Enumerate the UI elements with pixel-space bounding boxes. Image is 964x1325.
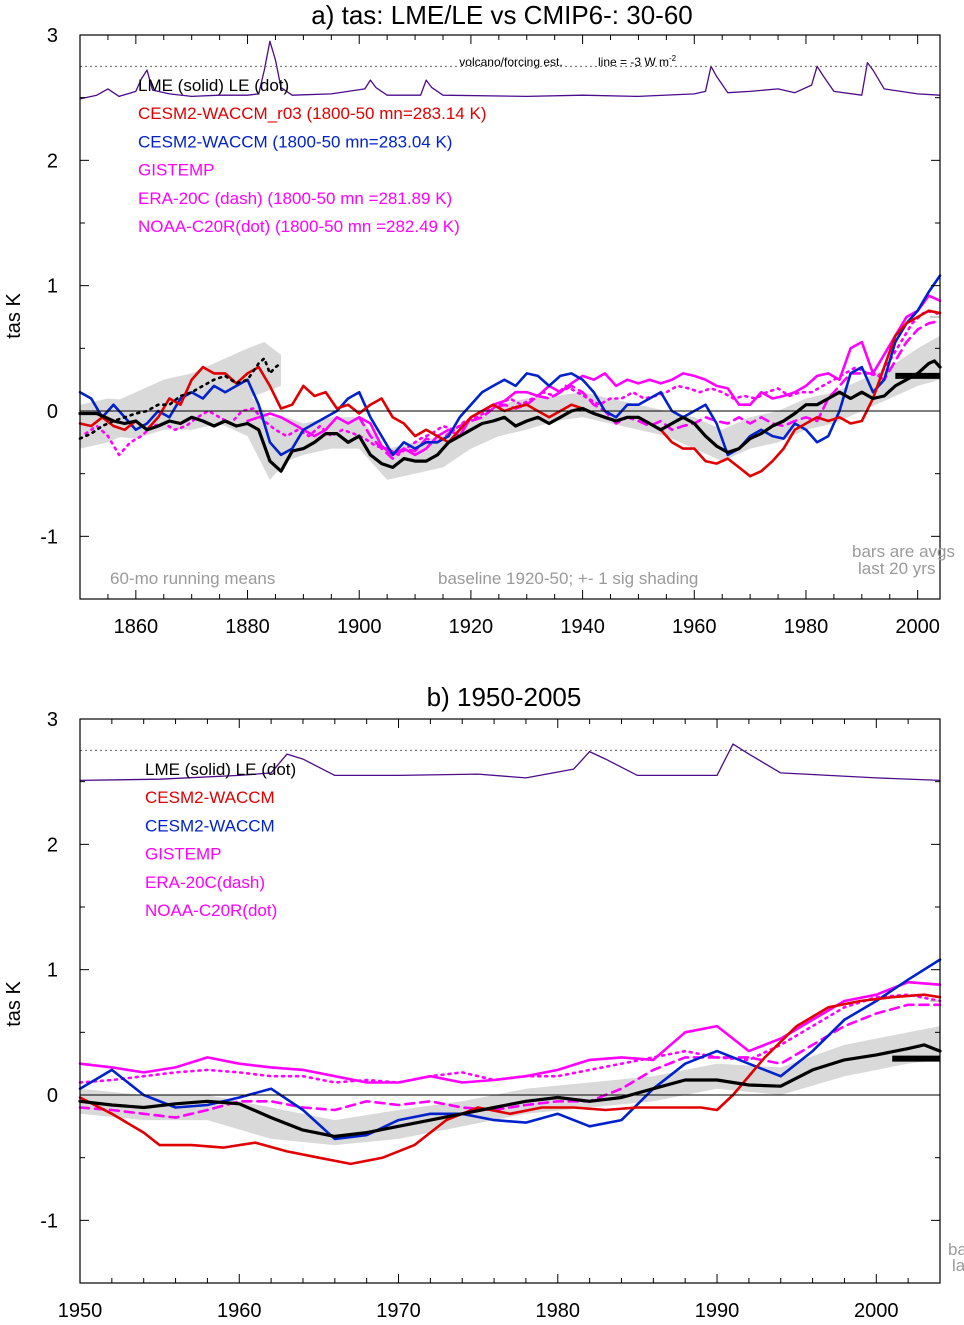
panel-b-axes: 1950 1960 1970 1980 1990 2000 -1 0 1 2 3 (40, 709, 941, 1322)
panel-a-axes: 1860 1880 1900 1920 1940 1960 1980 2000 -1 0 1 2 3 (40, 25, 941, 638)
b-xtick-label: 1970 (376, 1300, 421, 1322)
a-xtick-label: 1920 (449, 616, 494, 638)
panel-a-note-running-means: 60-mo running means (110, 569, 275, 588)
a-ytick-label: 1 (47, 276, 58, 298)
b-legend-entry: CESM2-WACCM (145, 788, 275, 807)
panel-a-forcing-line-label: line = -3 W m-2 (598, 54, 677, 69)
panel-a-title: a) tas: LME/LE vs CMIP6-: 30-60 (311, 0, 692, 30)
a-xtick-label: 1940 (560, 616, 605, 638)
a-lme-series (78, 359, 942, 473)
a-xtick-label: 1860 (114, 616, 159, 638)
b-ytick-label: -1 (40, 1210, 58, 1232)
b-xtick-label: 1990 (695, 1300, 740, 1322)
b-ytick-label: 1 (47, 960, 58, 982)
b-ytick-label: 2 (47, 834, 58, 856)
b-legend-entry: GISTEMP (145, 845, 222, 864)
panel-b-lines (78, 743, 942, 1166)
b-legend-entry: ERA-20C(dash) (145, 873, 265, 892)
a-legend-entry: ERA-20C (dash) (1800-50 mn =281.89 K) (138, 189, 452, 208)
a-ytick-label: -1 (40, 526, 58, 548)
a-legend-entry: NOAA-C20R(dot) (1800-50 mn =282.49 K) (138, 217, 460, 236)
a-cesm2-waccm-r03-series (78, 309, 942, 478)
a-volcano-series (79, 40, 941, 100)
a-plot-frame (79, 34, 941, 600)
b-xtick-label: 1950 (58, 1300, 103, 1322)
a-xtick-label: 1900 (337, 616, 382, 638)
a-ytick-label: 0 (47, 401, 58, 423)
a-legend-entry: CESM2-WACCM_r03 (1800-50 mn=283.14 K) (138, 104, 486, 123)
a-legend-entry: LME (solid) LE (dot) (138, 76, 289, 95)
panel-b-title: b) 1950-2005 (427, 682, 582, 712)
a-era20c-series (357, 319, 942, 460)
a-ytick-label: 2 (47, 150, 58, 172)
panel-a-note-bars-2: last 20 yrs (858, 559, 935, 578)
b-era20c-series (78, 1003, 942, 1119)
a-xtick-label: 1960 (672, 616, 717, 638)
panel-b: b) 1950-2005 tas K 1950 1960 1970 1980 1990 2… (3, 682, 964, 1322)
a-xtick-label: 2000 (895, 616, 940, 638)
a-ytick-label: 3 (47, 25, 58, 47)
a-cesm2-waccm-series (78, 274, 942, 457)
b-legend-entry: CESM2-WACCM (145, 816, 275, 835)
panel-a-lines (78, 40, 942, 478)
a-gistemp-series (246, 294, 942, 457)
b-xtick-label: 1960 (217, 1300, 262, 1322)
a-le-series (78, 357, 283, 440)
b-cesm2-waccm-r03-series (78, 993, 942, 1166)
panel-a-volcano-label: volcano/forcing est. (459, 55, 562, 69)
panel-b-note-bars-2: la (952, 1256, 964, 1275)
panel-a: a) tas: LME/LE vs CMIP6-: 30-60 tas K 18… (3, 0, 955, 638)
b-plot-frame (79, 718, 941, 1284)
a-legend-entry: CESM2-WACCM (1800-50 mn=283.04 K) (138, 132, 452, 151)
panel-b-note-bars-1: ba (948, 1240, 964, 1259)
b-lme-series (78, 1043, 942, 1138)
a-legend-entry: GISTEMP (138, 161, 215, 180)
a-xtick-label: 1880 (225, 616, 270, 638)
b-lme-shading (80, 1026, 940, 1146)
b-gistemp-series (78, 980, 942, 1084)
panel-b-legend: LME (solid) LE (dot) CESM2-WACCM CESM2-WAC… (145, 760, 296, 920)
b-legend-entry: LME (solid) LE (dot) (145, 760, 296, 779)
b-legend-entry: NOAA-C20R(dot) (145, 901, 277, 920)
b-xtick-label: 1980 (536, 1300, 581, 1322)
panel-a-legend: LME (solid) LE (dot) CESM2-WACCM_r03 (180… (138, 76, 486, 236)
b-ytick-label: 3 (47, 709, 58, 731)
panel-b-ylabel: tas K (3, 981, 25, 1027)
panel-b-shading (80, 1026, 940, 1146)
b-xtick-label: 2000 (854, 1300, 899, 1322)
panel-a-note-baseline: baseline 1920-50; +- 1 sig shading (438, 569, 698, 588)
panel-a-ylabel: tas K (3, 293, 25, 339)
panel-a-note-bars-1: bars are avgs (852, 542, 955, 561)
a-xtick-label: 1980 (784, 616, 829, 638)
b-ytick-label: 0 (47, 1085, 58, 1107)
b-volcano-series (79, 743, 941, 782)
